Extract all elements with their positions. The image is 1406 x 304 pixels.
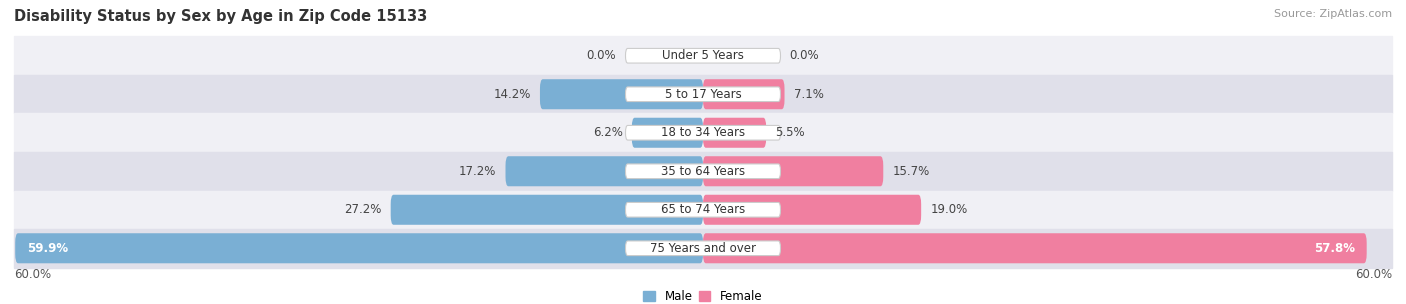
FancyBboxPatch shape [703, 195, 921, 225]
Bar [14, 75, 1392, 113]
Bar [14, 36, 1392, 75]
Text: Disability Status by Sex by Age in Zip Code 15133: Disability Status by Sex by Age in Zip C… [14, 9, 427, 24]
FancyBboxPatch shape [631, 118, 703, 148]
Text: 7.1%: 7.1% [794, 88, 824, 101]
Text: 0.0%: 0.0% [790, 49, 820, 62]
Bar [14, 191, 1392, 229]
Text: 60.0%: 60.0% [14, 268, 51, 281]
Text: 14.2%: 14.2% [494, 88, 531, 101]
FancyBboxPatch shape [506, 156, 703, 186]
Text: 18 to 34 Years: 18 to 34 Years [661, 126, 745, 139]
FancyBboxPatch shape [626, 202, 780, 217]
Text: 5 to 17 Years: 5 to 17 Years [665, 88, 741, 101]
Text: 65 to 74 Years: 65 to 74 Years [661, 203, 745, 216]
Bar [14, 152, 1392, 191]
FancyBboxPatch shape [626, 241, 780, 256]
Text: 35 to 64 Years: 35 to 64 Years [661, 165, 745, 178]
Text: Source: ZipAtlas.com: Source: ZipAtlas.com [1274, 9, 1392, 19]
FancyBboxPatch shape [626, 87, 780, 102]
FancyBboxPatch shape [391, 195, 703, 225]
Text: 17.2%: 17.2% [458, 165, 496, 178]
FancyBboxPatch shape [703, 118, 766, 148]
FancyBboxPatch shape [703, 79, 785, 109]
FancyBboxPatch shape [703, 233, 1367, 263]
Bar [14, 229, 1392, 268]
FancyBboxPatch shape [15, 233, 703, 263]
Text: 75 Years and over: 75 Years and over [650, 242, 756, 255]
Text: 15.7%: 15.7% [893, 165, 929, 178]
FancyBboxPatch shape [540, 79, 703, 109]
Text: 57.8%: 57.8% [1315, 242, 1355, 255]
Text: 27.2%: 27.2% [344, 203, 381, 216]
Text: 5.5%: 5.5% [775, 126, 806, 139]
FancyBboxPatch shape [626, 48, 780, 63]
Text: 60.0%: 60.0% [1355, 268, 1392, 281]
Text: Under 5 Years: Under 5 Years [662, 49, 744, 62]
FancyBboxPatch shape [626, 126, 780, 140]
Text: 19.0%: 19.0% [931, 203, 967, 216]
Legend: Male, Female: Male, Female [644, 290, 762, 303]
Text: 6.2%: 6.2% [593, 126, 623, 139]
Text: 59.9%: 59.9% [27, 242, 67, 255]
Text: 0.0%: 0.0% [586, 49, 616, 62]
FancyBboxPatch shape [626, 164, 780, 178]
FancyBboxPatch shape [703, 156, 883, 186]
Bar [14, 113, 1392, 152]
